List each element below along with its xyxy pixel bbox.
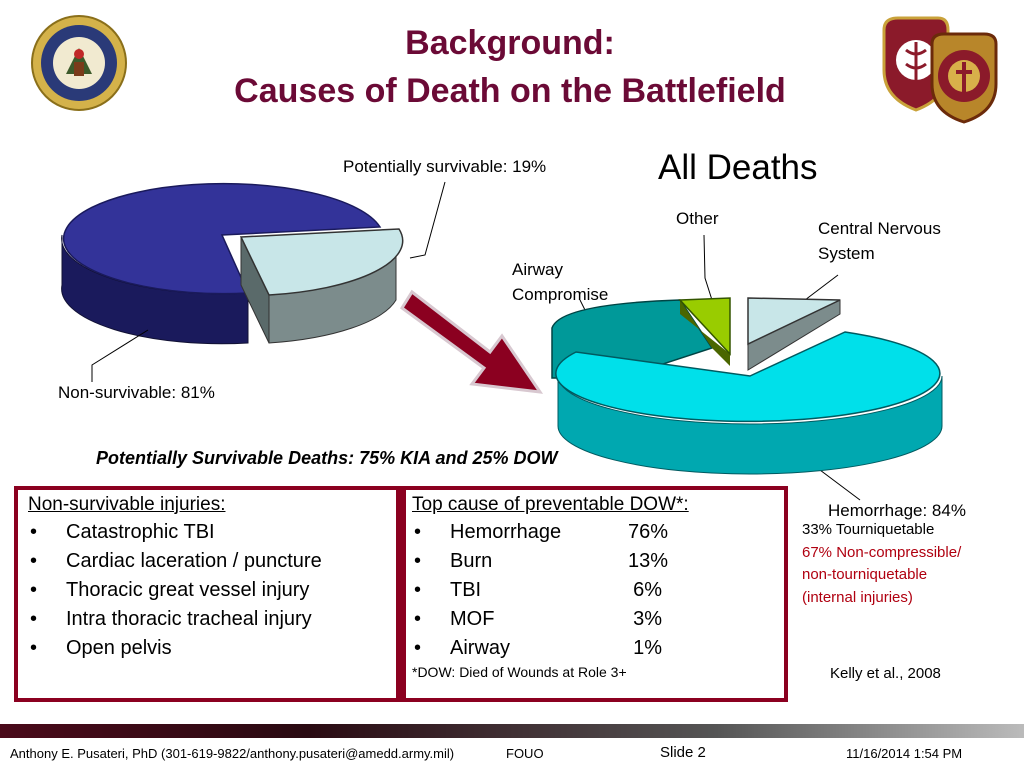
pie-slice-non-survivable: [62, 182, 382, 295]
label-cns-line1: Central Nervous: [818, 219, 941, 238]
footer-author: Anthony E. Pusateri, PhD (301-619-9822/a…: [10, 746, 455, 761]
footer-bar: [0, 724, 1024, 738]
pie-slice-cns: [747, 297, 841, 346]
list-item: • Cardiac laceration / puncture: [30, 550, 322, 572]
panel-divider: [396, 486, 406, 702]
pie-slice-hemorrhage: [555, 331, 941, 423]
all-deaths-title: All Deaths: [658, 148, 818, 187]
pie-slice-other-side: [680, 300, 730, 366]
dow-footnote: *DOW: Died of Wounds at Role 3+: [412, 664, 627, 680]
list-item: • Thoracic great vessel injury: [30, 579, 310, 601]
list-item: • Hemorrhage 76%: [414, 521, 669, 543]
pie-slice-hemorrhage-side: [557, 375, 943, 475]
list-item: • Intra thoracic tracheal injury: [30, 608, 312, 630]
citation: Kelly et al., 2008: [830, 665, 941, 682]
label-potentially-survivable: Potentially survivable: 19%: [343, 157, 547, 176]
footer-classification: FOUO: [506, 746, 544, 761]
slide-title-line1: Background:: [405, 24, 615, 62]
list-item: • Burn 13%: [414, 550, 669, 572]
label-airway-line2: Compromise: [512, 285, 609, 304]
army-medical-department-crest-icon: [882, 16, 998, 124]
preventable-dow-list: • Hemorrhage 76% • Burn 13% • TBI 6% • MOF 3% • A…: [412, 518, 778, 663]
hemorrhage-note-nontourniquetable: non-tourniquetable: [802, 566, 928, 583]
pie-slice-potentially-survivable: [239, 228, 404, 296]
transition-arrow-icon: [399, 289, 544, 394]
pie-slice-non-survivable-side: [61, 234, 249, 345]
hemorrhage-note-internal: (internal injuries): [802, 589, 913, 606]
list-item: • TBI 6%: [414, 579, 662, 601]
footer-datetime: 11/16/2014 1:54 PM: [846, 746, 963, 761]
preventable-dow-panel-title: Top cause of preventable DOW*:: [412, 494, 689, 515]
label-non-survivable: Non-survivable: 81%: [58, 383, 215, 402]
footer-slide-number: Slide 2: [660, 744, 706, 761]
pie-slice-other: [678, 297, 731, 356]
non-survivable-panel: Non-survivable injuries: • Catastrophic T…: [28, 494, 394, 663]
hemorrhage-note-tourniquetable: 33% Tourniquetable: [802, 521, 935, 538]
label-hemorrhage: Hemorrhage: 84%: [828, 501, 966, 520]
survivability-pie-chart: [61, 182, 404, 345]
list-item: • Open pelvis: [30, 637, 172, 659]
preventable-dow-panel: Top cause of preventable DOW*: • Hemorrha…: [412, 494, 778, 680]
department-of-the-army-seal-icon: [31, 15, 127, 111]
list-item: • MOF 3%: [414, 608, 662, 630]
non-survivable-panel-title: Non-survivable injuries:: [28, 494, 226, 515]
survivable-deaths-subtitle: Potentially Survivable Deaths: 75% KIA a…: [96, 448, 558, 468]
list-item: • Catastrophic TBI: [30, 521, 215, 543]
all-deaths-pie-chart: [551, 297, 943, 475]
label-other: Other: [676, 209, 719, 228]
non-survivable-list: • Catastrophic TBI • Cardiac laceration / …: [28, 518, 394, 663]
list-item: • Airway 1%: [414, 637, 662, 659]
label-cns-line2: System: [818, 244, 875, 263]
hemorrhage-note-noncompressible: 67% Non-compressible/: [802, 544, 962, 561]
slide-title-line2: Causes of Death on the Battlefield: [234, 72, 786, 110]
label-airway-line1: Airway: [512, 260, 564, 279]
